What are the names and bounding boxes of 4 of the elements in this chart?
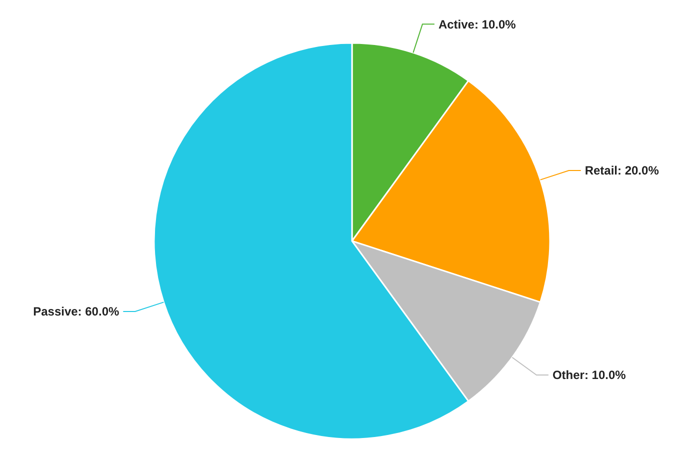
slice-label: Active: 10.0% [438,17,516,32]
slice-label: Retail: 20.0% [584,164,660,178]
slice-label: Other: 10.0% [552,368,626,382]
slice-label: Passive: 60.0% [33,304,120,319]
